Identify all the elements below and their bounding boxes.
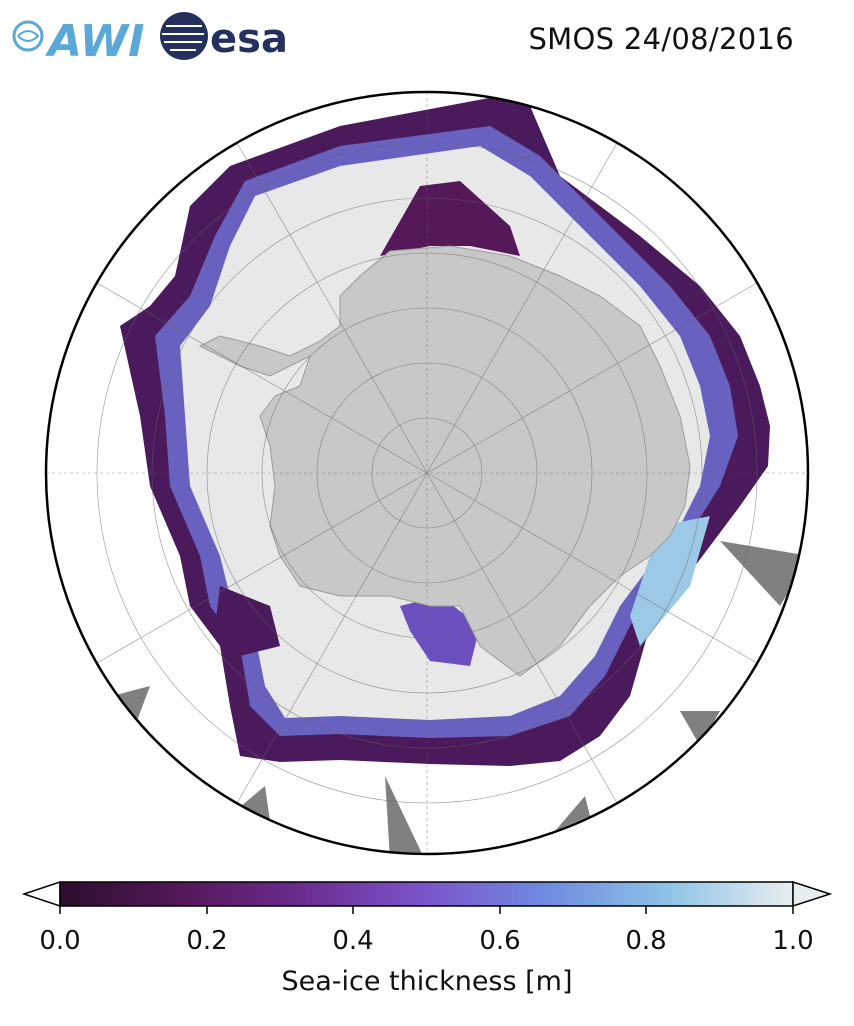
coastal-thin-ice-2 xyxy=(400,596,480,666)
no-data-wedge xyxy=(555,796,590,831)
colorbar-tick-label: 0.6 xyxy=(479,926,521,956)
colorbar-tick-label: 0.8 xyxy=(625,926,667,956)
no-data-wedge xyxy=(720,541,808,606)
no-data-wedge xyxy=(680,711,720,746)
colorbar-tick-label: 0.0 xyxy=(39,926,81,956)
colorbar-tick-label: 1.0 xyxy=(772,926,814,956)
logos: AWI esa xyxy=(12,12,288,66)
colorbar-label: Sea-ice thickness [m] xyxy=(281,966,573,997)
coastal-thin-ice-3 xyxy=(215,586,280,656)
coastal-light-ice xyxy=(630,516,710,646)
colorbar-extend-low xyxy=(22,880,61,908)
awi-text: AWI xyxy=(45,16,145,66)
esa-text: esa xyxy=(210,16,288,62)
coastal-thin-ice xyxy=(380,181,520,256)
map-title: SMOS 24/08/2016 xyxy=(528,22,794,56)
colorbar-body xyxy=(59,881,794,907)
no-data-wedge xyxy=(385,776,425,854)
sea-ice-map xyxy=(44,90,810,856)
map-boundary xyxy=(44,90,810,856)
graticule xyxy=(46,92,808,854)
colorbar-tick-label: 0.2 xyxy=(186,926,228,956)
colorbar-extend-high xyxy=(792,880,833,908)
colorbar-ticks xyxy=(59,906,794,914)
no-data-wedge xyxy=(112,686,150,726)
esa-logo: esa xyxy=(160,12,288,62)
colorbar-tick-label: 0.4 xyxy=(332,926,374,956)
awi-logo: AWI xyxy=(12,16,145,66)
antarctica xyxy=(198,245,691,677)
colorbar xyxy=(22,880,833,914)
